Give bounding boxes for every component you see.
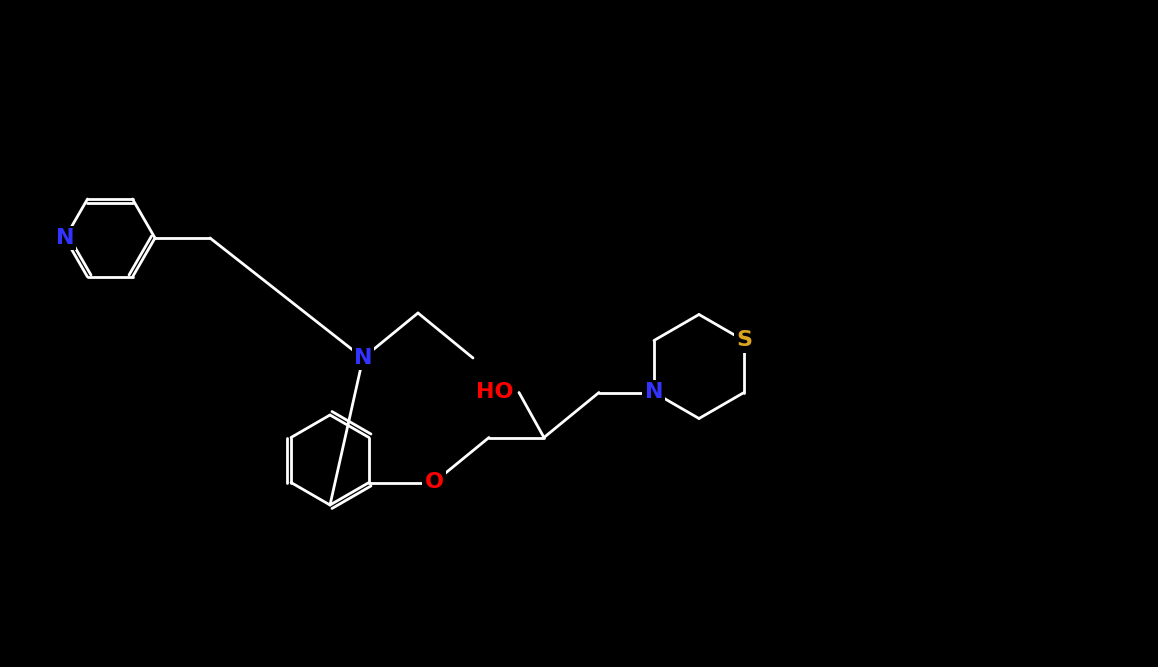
Text: HO: HO	[476, 382, 514, 402]
Text: N: N	[353, 348, 372, 368]
Text: S: S	[736, 331, 752, 350]
Text: O: O	[425, 472, 444, 492]
Text: N: N	[645, 382, 664, 402]
Text: N: N	[56, 228, 74, 248]
